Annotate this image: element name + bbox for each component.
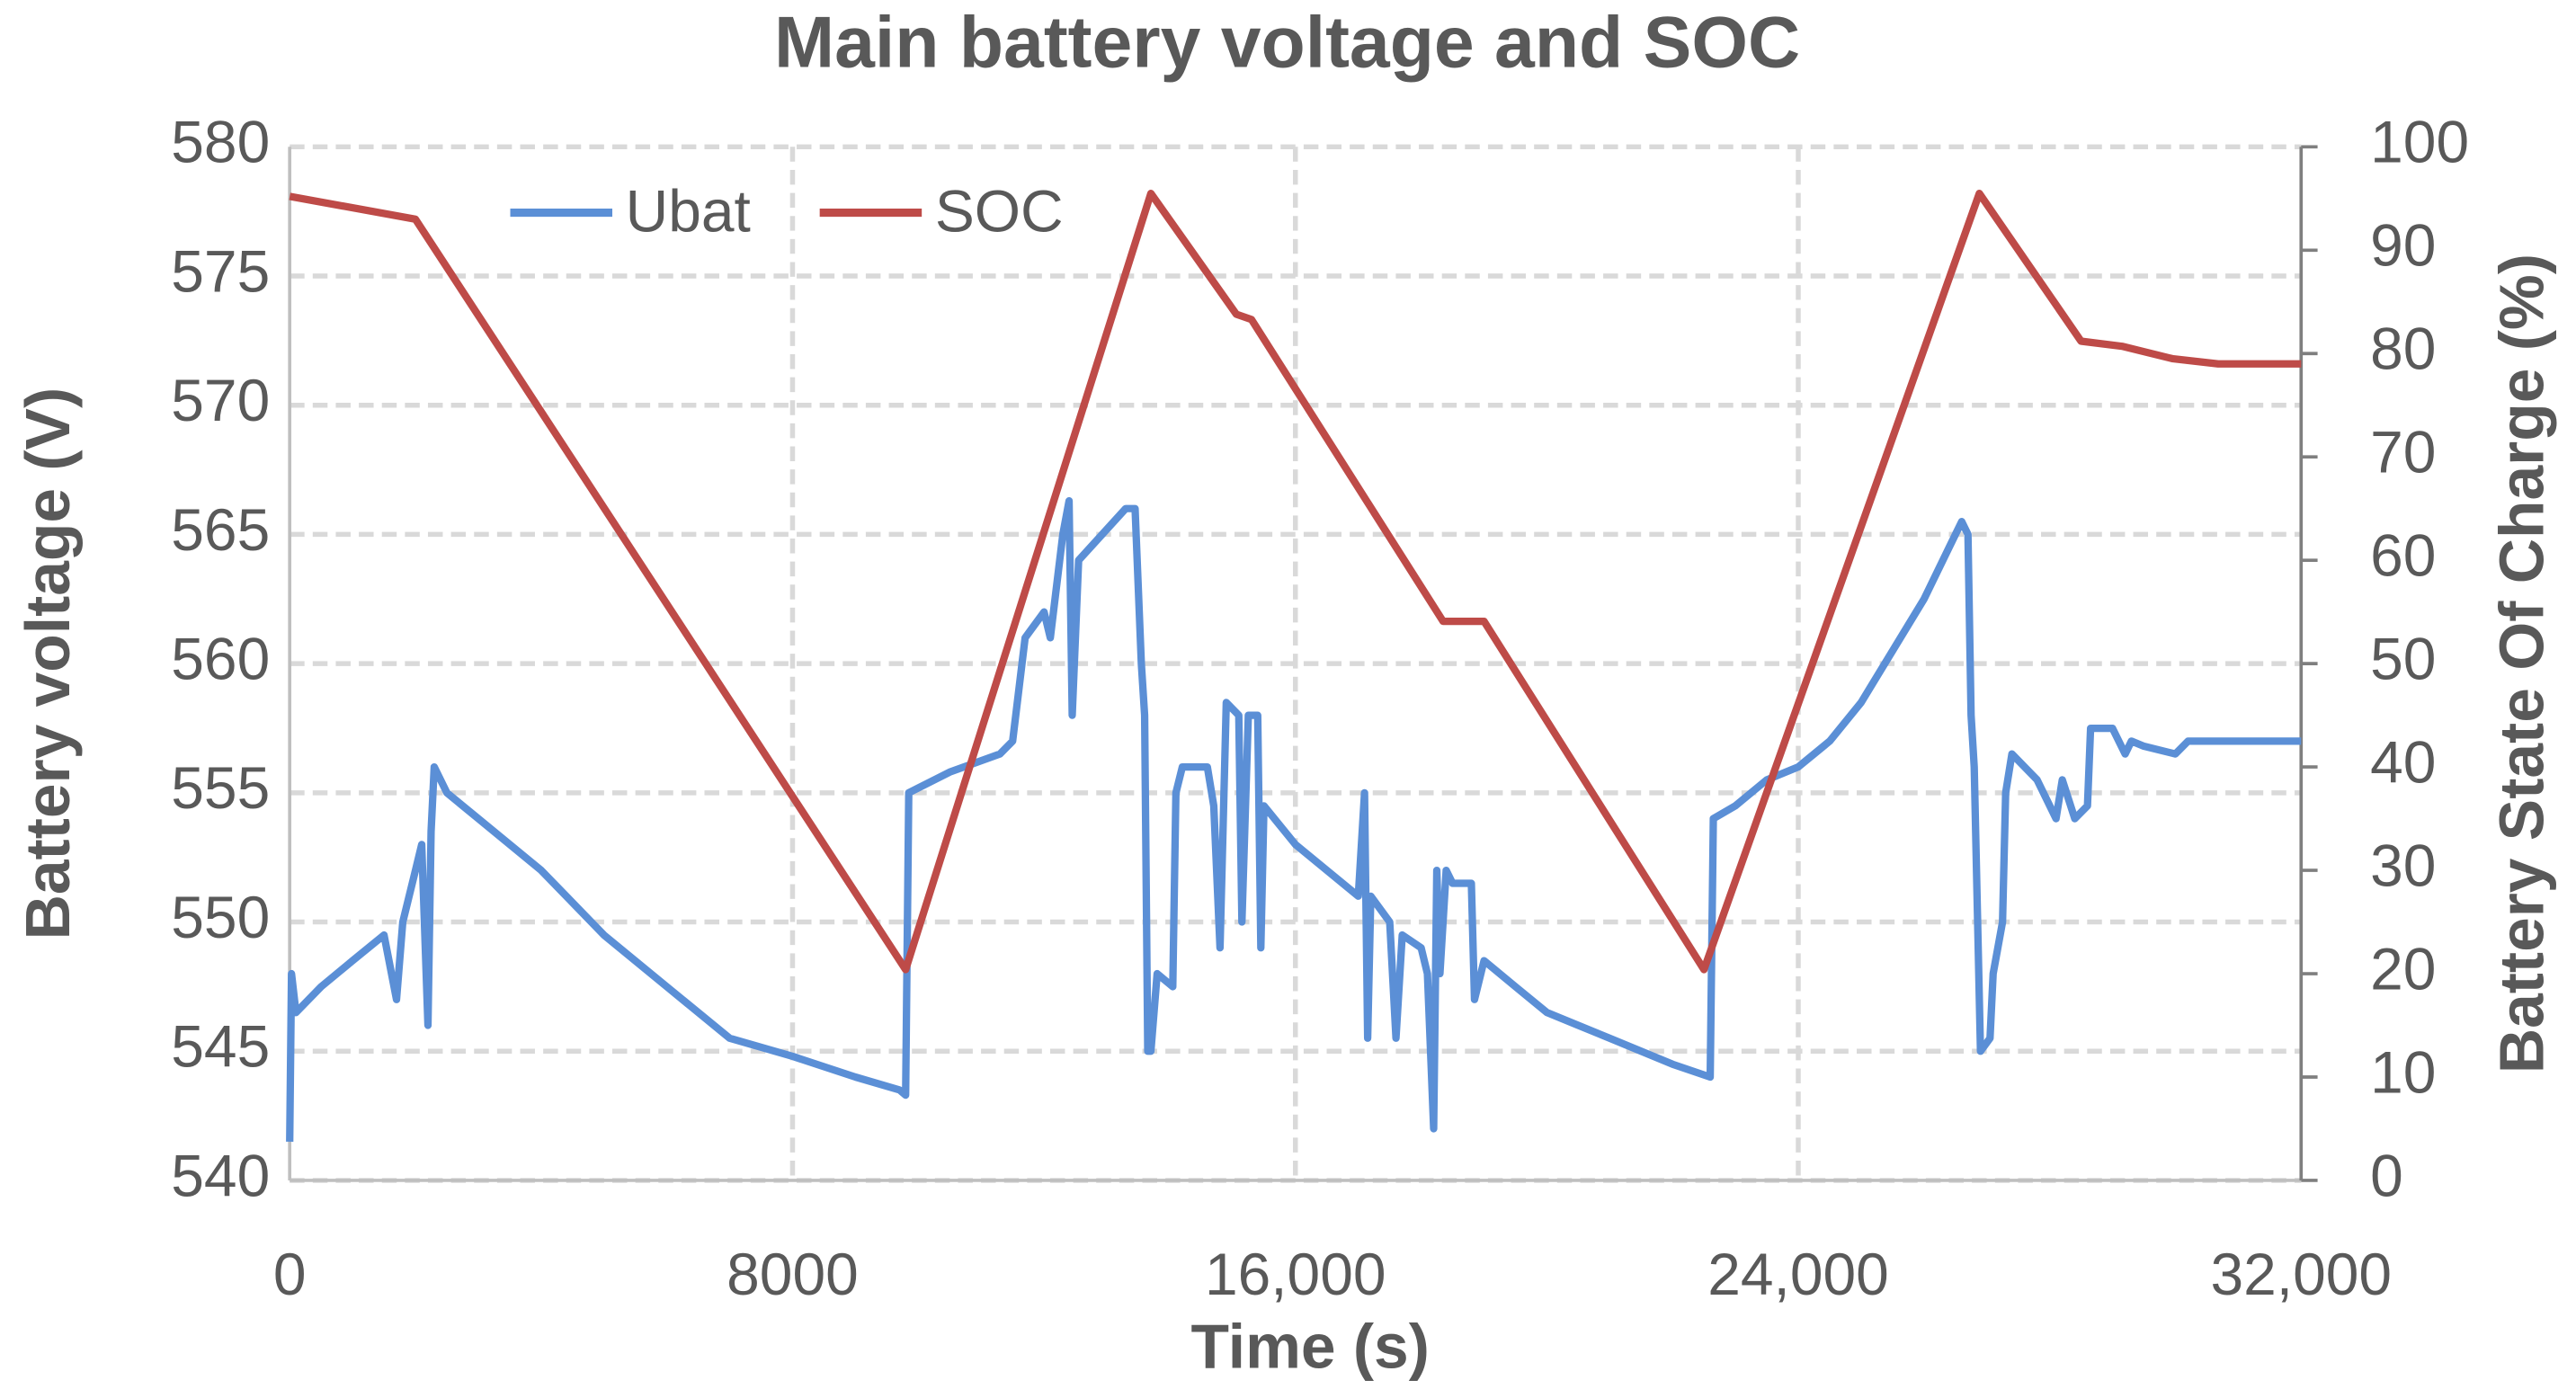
y-tick-label: 560 (171, 626, 270, 692)
y2-tick-label: 50 (2370, 626, 2436, 692)
x-tick-label: 16,000 (1205, 1241, 1386, 1307)
series-line (286, 496, 2302, 1142)
y2-tick-label: 20 (2370, 935, 2436, 1002)
y2-tick-label: 0 (2370, 1142, 2403, 1208)
y-tick-label: 545 (171, 1013, 270, 1080)
x-tick-label: 0 (273, 1241, 307, 1307)
y-tick-label: 575 (171, 237, 270, 304)
y2-axis-title: Battery State Of Charge (%) (2486, 254, 2556, 1073)
y2-tick-label: 60 (2370, 522, 2436, 589)
x-tick-label: 32,000 (2211, 1241, 2393, 1307)
y2-tick-label: 30 (2370, 832, 2436, 898)
legend-label: Ubat (626, 178, 751, 245)
chart-title: Main battery voltage and SOC (774, 3, 1800, 84)
y2-tick-label: 80 (2370, 316, 2436, 382)
y2-tick-label: 40 (2370, 729, 2436, 796)
y-tick-label: 570 (171, 367, 270, 433)
y-tick-label: 550 (171, 884, 270, 950)
y2-tick-label: 100 (2370, 109, 2469, 175)
y-tick-label: 540 (171, 1142, 270, 1208)
x-tick-label: 24,000 (1707, 1241, 1889, 1307)
y2-tick-label: 90 (2370, 212, 2436, 279)
series-line (289, 189, 2302, 974)
y2-tick-label: 10 (2370, 1038, 2436, 1105)
y-tick-label: 565 (171, 496, 270, 563)
x-tick-label: 8000 (726, 1241, 859, 1307)
x-axis-title: Time (s) (1191, 1312, 1430, 1382)
y2-tick-label: 70 (2370, 419, 2436, 485)
y-tick-label: 555 (171, 754, 270, 821)
y-axis-title: Battery voltage (V) (13, 387, 83, 939)
y-tick-label: 580 (171, 109, 270, 175)
legend-label: SOC (935, 178, 1064, 245)
